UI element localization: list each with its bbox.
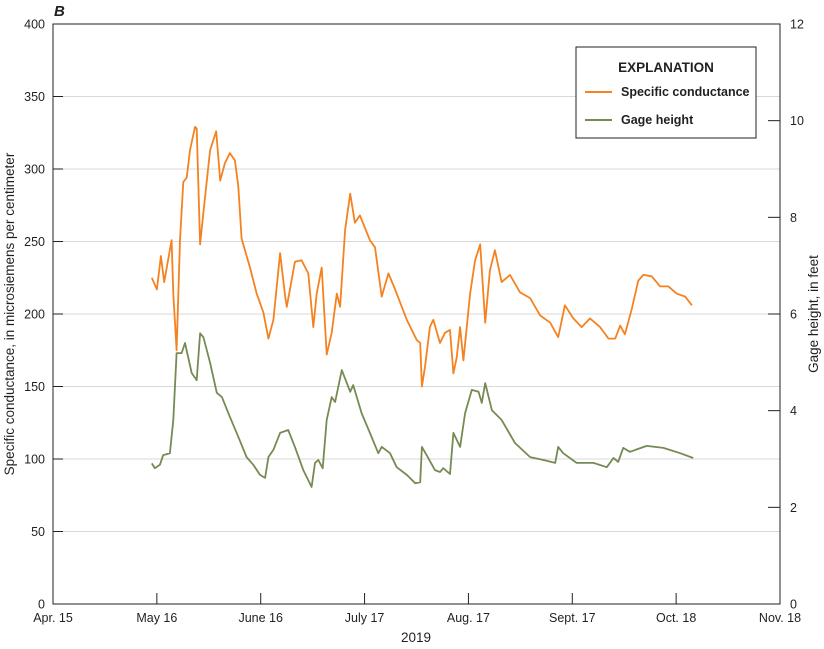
y2-tick-label: 12 bbox=[790, 18, 804, 32]
legend-label-gage-height: Gage height bbox=[621, 113, 694, 127]
y-tick-label: 0 bbox=[38, 598, 45, 612]
y2-tick-label: 10 bbox=[790, 114, 804, 128]
x-tick-label: May 16 bbox=[136, 611, 177, 625]
x-tick-label: June 16 bbox=[238, 611, 283, 625]
y-tick-label: 50 bbox=[31, 525, 45, 539]
y2-tick-label: 2 bbox=[790, 501, 797, 515]
x-tick-label: July 17 bbox=[345, 611, 385, 625]
y-tick-label: 300 bbox=[24, 163, 45, 177]
y-tick-label: 100 bbox=[24, 453, 45, 467]
gridlines bbox=[53, 96, 780, 532]
x-tick-label: Nov. 18 bbox=[759, 611, 801, 625]
y-tick-label: 250 bbox=[24, 235, 45, 249]
x-tick-label: Oct. 18 bbox=[656, 611, 696, 625]
legend: EXPLANATION Specific conductance Gage he… bbox=[575, 46, 757, 139]
x-axis-title: 2019 bbox=[401, 630, 431, 645]
y-tick-label: 150 bbox=[24, 380, 45, 394]
series-lines bbox=[150, 126, 694, 488]
y-tick-label: 400 bbox=[24, 18, 45, 32]
y-tick-label: 350 bbox=[24, 90, 45, 104]
legend-label-specific-conductance: Specific conductance bbox=[621, 85, 750, 99]
x-tick-label: Aug. 17 bbox=[447, 611, 490, 625]
y2-tick-label: 0 bbox=[790, 598, 797, 612]
series-line-specific-conductance bbox=[150, 126, 693, 388]
series-line-gage-height bbox=[151, 332, 694, 488]
y-tick-label: 200 bbox=[24, 308, 45, 322]
axis-ticks: 0 50 100 150 200 250 300 350 400 0 2 4 6 8 10 12 Apr. 15… bbox=[24, 18, 804, 626]
y2-axis-title: Gage height, in feet bbox=[806, 255, 821, 373]
y2-tick-label: 8 bbox=[790, 211, 797, 225]
y-axis-title: Specific conductance, in microsiemens pe… bbox=[2, 152, 17, 475]
x-tick-label: Apr. 15 bbox=[33, 611, 73, 625]
y2-tick-label: 6 bbox=[790, 308, 797, 322]
panel-label: B bbox=[54, 3, 65, 20]
y2-tick-label: 4 bbox=[790, 404, 797, 418]
legend-title: EXPLANATION bbox=[618, 60, 714, 75]
x-tick-label: Sept. 17 bbox=[549, 611, 596, 625]
